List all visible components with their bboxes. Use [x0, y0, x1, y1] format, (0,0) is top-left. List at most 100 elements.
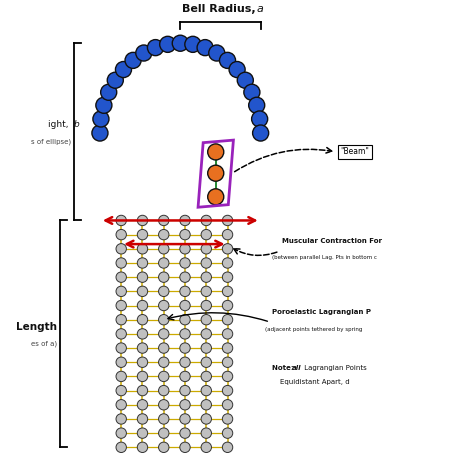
Circle shape: [222, 328, 233, 339]
Circle shape: [201, 414, 211, 424]
Circle shape: [137, 301, 148, 311]
Circle shape: [222, 357, 233, 367]
Circle shape: [158, 414, 169, 424]
Circle shape: [180, 385, 190, 396]
Circle shape: [180, 244, 190, 254]
Circle shape: [201, 286, 211, 297]
Circle shape: [180, 371, 190, 382]
Circle shape: [116, 229, 127, 240]
Circle shape: [180, 414, 190, 424]
Circle shape: [158, 286, 169, 297]
Circle shape: [116, 215, 127, 226]
Circle shape: [222, 315, 233, 325]
Text: Muscular Contraction For: Muscular Contraction For: [282, 238, 382, 244]
Circle shape: [222, 428, 233, 438]
Circle shape: [222, 286, 233, 297]
Circle shape: [201, 258, 211, 268]
Circle shape: [249, 97, 265, 113]
Text: (between parallel Lag. Pts in bottom c: (between parallel Lag. Pts in bottom c: [273, 255, 377, 260]
Circle shape: [158, 215, 169, 226]
Text: Bell Radius,: Bell Radius,: [182, 4, 259, 14]
Circle shape: [158, 301, 169, 311]
Circle shape: [180, 286, 190, 297]
Circle shape: [180, 258, 190, 268]
Circle shape: [180, 428, 190, 438]
Circle shape: [116, 272, 127, 283]
Circle shape: [222, 385, 233, 396]
Circle shape: [137, 258, 148, 268]
Circle shape: [92, 125, 108, 141]
Circle shape: [158, 328, 169, 339]
Circle shape: [116, 400, 127, 410]
Circle shape: [116, 328, 127, 339]
Circle shape: [222, 442, 233, 453]
Circle shape: [222, 414, 233, 424]
Circle shape: [180, 301, 190, 311]
Circle shape: [201, 315, 211, 325]
Circle shape: [116, 357, 127, 367]
Circle shape: [116, 385, 127, 396]
Circle shape: [229, 62, 245, 78]
Circle shape: [222, 371, 233, 382]
Circle shape: [237, 72, 253, 88]
Circle shape: [201, 371, 211, 382]
Circle shape: [137, 244, 148, 254]
Circle shape: [209, 45, 225, 61]
Circle shape: [137, 428, 148, 438]
Circle shape: [107, 72, 123, 88]
Circle shape: [137, 343, 148, 353]
Circle shape: [208, 189, 224, 205]
Circle shape: [158, 343, 169, 353]
Circle shape: [116, 301, 127, 311]
Circle shape: [116, 414, 127, 424]
Circle shape: [185, 36, 201, 52]
Text: ight,: ight,: [48, 120, 72, 129]
Circle shape: [180, 272, 190, 283]
Circle shape: [137, 385, 148, 396]
Circle shape: [116, 286, 127, 297]
Circle shape: [201, 328, 211, 339]
Circle shape: [137, 315, 148, 325]
Circle shape: [93, 111, 109, 127]
Circle shape: [116, 428, 127, 438]
Circle shape: [197, 40, 213, 55]
Circle shape: [222, 215, 233, 226]
Text: Lagrangian Points: Lagrangian Points: [302, 365, 367, 371]
Circle shape: [158, 428, 169, 438]
Text: a: a: [257, 4, 264, 14]
Circle shape: [96, 97, 112, 113]
Circle shape: [160, 36, 176, 52]
Circle shape: [158, 442, 169, 453]
Text: all: all: [292, 365, 302, 371]
Circle shape: [180, 229, 190, 240]
Circle shape: [222, 301, 233, 311]
Circle shape: [158, 244, 169, 254]
Text: b: b: [74, 120, 80, 129]
Circle shape: [252, 111, 268, 127]
Circle shape: [201, 357, 211, 367]
Circle shape: [222, 400, 233, 410]
Circle shape: [201, 244, 211, 254]
Circle shape: [222, 244, 233, 254]
Circle shape: [180, 357, 190, 367]
Circle shape: [201, 428, 211, 438]
Text: "Beam": "Beam": [341, 147, 370, 156]
Circle shape: [137, 328, 148, 339]
Text: Poroelastic Lagrangian P: Poroelastic Lagrangian P: [273, 309, 372, 315]
Text: Equidistant Apart, d: Equidistant Apart, d: [280, 379, 349, 385]
Circle shape: [201, 442, 211, 453]
Circle shape: [116, 343, 127, 353]
Circle shape: [201, 301, 211, 311]
Circle shape: [158, 229, 169, 240]
Circle shape: [222, 343, 233, 353]
Circle shape: [201, 215, 211, 226]
Circle shape: [137, 272, 148, 283]
Circle shape: [244, 84, 260, 100]
Text: Length: Length: [17, 322, 57, 332]
Circle shape: [201, 229, 211, 240]
Circle shape: [137, 357, 148, 367]
Circle shape: [158, 371, 169, 382]
Circle shape: [158, 272, 169, 283]
Circle shape: [201, 385, 211, 396]
Circle shape: [116, 315, 127, 325]
